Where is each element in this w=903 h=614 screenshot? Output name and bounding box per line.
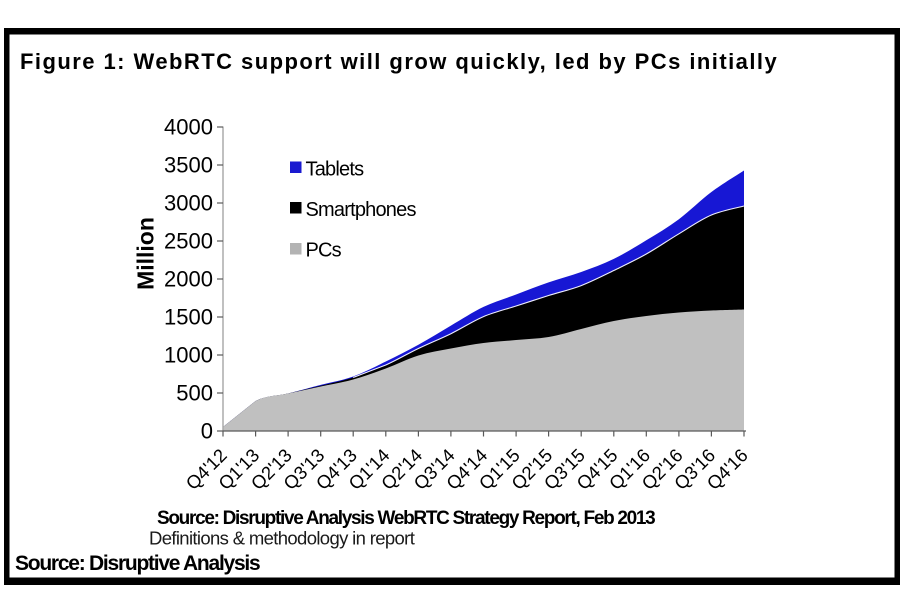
svg-text:Million: Million xyxy=(133,217,159,290)
svg-text:PCs: PCs xyxy=(306,240,342,262)
svg-text:Source: Disruptive Analysis: Source: Disruptive Analysis xyxy=(15,552,260,575)
svg-text:Tablets: Tablets xyxy=(306,159,365,181)
svg-text:2000: 2000 xyxy=(164,267,213,292)
svg-text:Definitions & methodology in r: Definitions & methodology in report xyxy=(149,528,415,549)
svg-text:0: 0 xyxy=(201,419,213,444)
svg-text:Figure 1: WebRTC support will: Figure 1: WebRTC support will grow quick… xyxy=(20,49,778,74)
svg-text:Source: Disruptive Analysis We: Source: Disruptive Analysis WebRTC Strat… xyxy=(157,508,655,529)
svg-text:2500: 2500 xyxy=(164,229,213,254)
svg-text:4000: 4000 xyxy=(164,115,213,140)
svg-text:500: 500 xyxy=(176,381,213,406)
svg-text:1500: 1500 xyxy=(164,305,213,330)
svg-text:3500: 3500 xyxy=(164,153,213,178)
svg-text:Smartphones: Smartphones xyxy=(306,199,417,221)
svg-text:3000: 3000 xyxy=(164,191,213,216)
svg-text:1000: 1000 xyxy=(164,343,213,368)
